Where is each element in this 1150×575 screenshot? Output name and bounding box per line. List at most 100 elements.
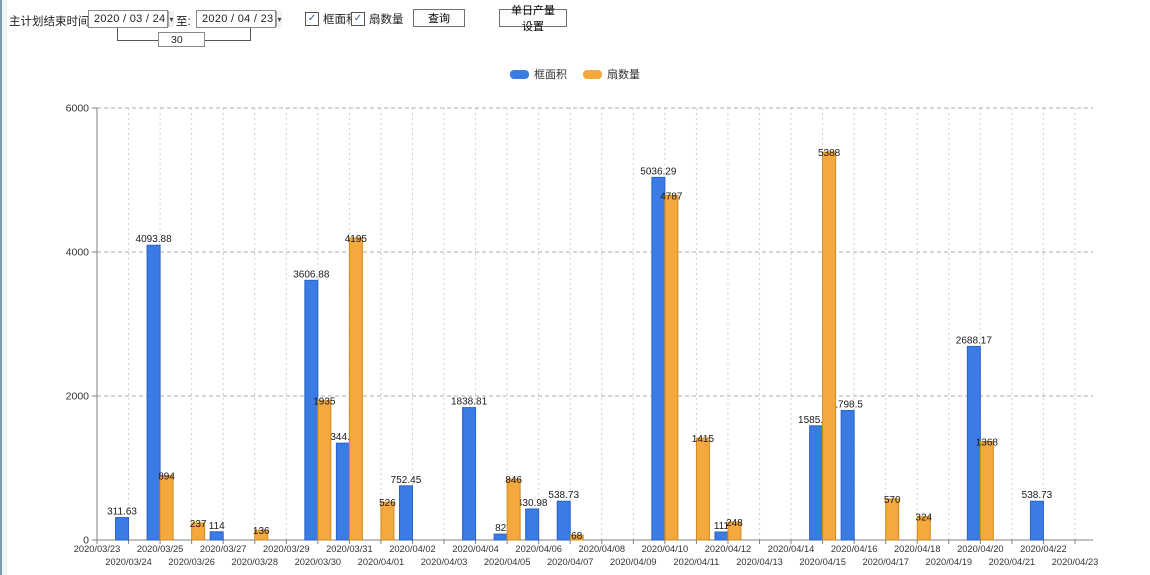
bar-fan-count (664, 194, 679, 541)
connector-line-left (117, 28, 159, 41)
bar-value-label: 111 (714, 521, 730, 532)
x-tick-label: 2020/04/09 (610, 557, 657, 567)
bar-frame-area (840, 410, 855, 541)
bar-value-label: 5388 (818, 148, 841, 159)
x-tick-label: 2020/04/18 (894, 544, 941, 554)
bar-fan-count (979, 441, 994, 541)
x-tick-label: 2020/03/30 (295, 557, 342, 567)
bar-value-label: 538.73 (548, 490, 579, 501)
checkbox-check-icon: ✓ (305, 12, 319, 26)
bar-frame-area (525, 508, 540, 541)
x-tick-label: 2020/03/24 (105, 557, 152, 567)
bar-frame-area (556, 500, 571, 541)
y-tick-label: 2000 (66, 391, 90, 403)
x-tick-label: 2020/04/06 (515, 544, 562, 554)
legend-item-frame-area[interactable]: 框面积 (510, 66, 567, 82)
y-tick-label: 4000 (66, 247, 90, 259)
bar-value-label: 1585.96 (798, 415, 835, 426)
legend-label-fan-count: 扇数量 (607, 69, 640, 81)
checkbox-fan-count-label: 扇数量 (369, 14, 404, 26)
bar-value-label: 1798.5 (832, 400, 863, 411)
bar-value-label: 114 (209, 521, 225, 532)
date-from-picker[interactable]: 2020 / 03 / 24 ▾ (88, 10, 174, 28)
bar-fan-count (569, 534, 584, 541)
chevron-down-icon[interactable]: ▾ (276, 11, 282, 27)
checkbox-fan-count[interactable]: ✓ 扇数量 (351, 11, 404, 27)
bar-fan-count (380, 501, 395, 541)
x-tick-label: 2020/03/28 (231, 557, 278, 567)
bar-value-label: 248 (726, 518, 743, 529)
bar-value-label: 5036.29 (640, 166, 677, 177)
bar-value-label: 1838.81 (451, 397, 488, 408)
date-to-value: 2020 / 04 / 23 (202, 13, 274, 25)
interval-days-input[interactable]: 30 (158, 32, 205, 47)
bar-frame-area (115, 517, 130, 541)
x-tick-label: 2020/04/22 (1020, 544, 1067, 554)
bar-value-label: 1368 (976, 438, 999, 449)
bar-value-label: 82 (495, 523, 507, 534)
x-tick-label: 2020/04/23 (1052, 557, 1099, 567)
chevron-down-icon[interactable]: ▾ (168, 11, 174, 27)
query-button[interactable]: 查询 (413, 9, 465, 27)
bar-frame-area (335, 442, 350, 541)
bar-fan-count (822, 151, 837, 541)
bar-value-label: 752.45 (391, 475, 422, 486)
x-tick-label: 2020/04/14 (768, 544, 815, 554)
bar-fan-count (159, 475, 174, 541)
bar-value-label: 1935 (313, 397, 336, 408)
window-left-edge (0, 0, 2, 575)
date-to-picker[interactable]: 2020 / 04 / 23 ▾ (196, 10, 282, 28)
checkbox-check-icon: ✓ (351, 12, 365, 26)
bar-frame-area (304, 279, 319, 541)
x-tick-label: 2020/04/03 (421, 557, 468, 567)
legend-label-frame-area: 框面积 (534, 69, 567, 81)
bar-value-label: 3606.88 (293, 269, 330, 280)
x-tick-label: 2020/03/26 (168, 557, 215, 567)
bar-value-label: 1344.95 (325, 432, 362, 443)
x-tick-label: 2020/04/04 (452, 544, 499, 554)
bar-value-label: 526 (379, 498, 396, 509)
bar-fan-count (191, 522, 206, 541)
x-tick-label: 2020/04/11 (673, 557, 719, 567)
x-tick-label: 2020/04/01 (358, 557, 405, 567)
bar-value-label: 570 (884, 495, 901, 506)
bar-value-label: 4195 (345, 234, 368, 245)
checkbox-frame-area-label: 框面积 (323, 14, 358, 26)
x-tick-label: 2020/03/25 (137, 544, 184, 554)
chart-legend: 框面积 扇数量 (0, 66, 1150, 82)
bar-value-label: 68 (571, 531, 583, 542)
bar-value-label: 136 (253, 526, 270, 537)
bar-frame-area (146, 244, 161, 541)
bar-fan-count (348, 237, 363, 541)
legend-item-fan-count[interactable]: 扇数量 (583, 66, 640, 82)
x-tick-label: 2020/04/12 (705, 544, 752, 554)
y-tick-label: 6000 (66, 103, 90, 115)
window-left-tint (2, 0, 7, 575)
toolbar: 主计划结束时间: 2020 / 03 / 24 ▾ 至: 2020 / 04 /… (0, 0, 1150, 60)
bar-value-label: 2688.17 (956, 335, 993, 346)
daily-output-settings-button[interactable]: 单日产量设置 (499, 5, 567, 33)
bar-frame-area (1029, 500, 1044, 541)
x-tick-label: 2020/04/16 (831, 544, 878, 554)
bar-value-label: 324 (915, 513, 932, 524)
bar-value-label: 894 (158, 472, 175, 483)
bar-value-label: 4093.88 (136, 234, 173, 245)
x-tick-label: 2020/04/13 (736, 557, 783, 567)
bar-fan-count (317, 400, 332, 541)
bar-frame-area (493, 533, 508, 541)
bar-value-label: 430.98 (517, 498, 548, 509)
bar-value-label: 237 (190, 519, 207, 530)
x-tick-label: 2020/03/29 (263, 544, 310, 554)
x-tick-label: 2020/04/10 (642, 544, 689, 554)
bar-value-label: 1415 (692, 434, 715, 445)
bar-fan-count (254, 529, 269, 541)
x-tick-label: 2020/04/08 (579, 544, 626, 554)
y-tick-label: 0 (83, 535, 89, 547)
checkbox-frame-area[interactable]: ✓ 框面积 (305, 11, 358, 27)
legend-swatch-frame-area (510, 69, 529, 79)
x-tick-label: 2020/03/27 (200, 544, 247, 554)
bar-fan-count (885, 498, 900, 541)
bar-value-label: 311.63 (107, 507, 137, 518)
bar-frame-area (398, 485, 413, 541)
